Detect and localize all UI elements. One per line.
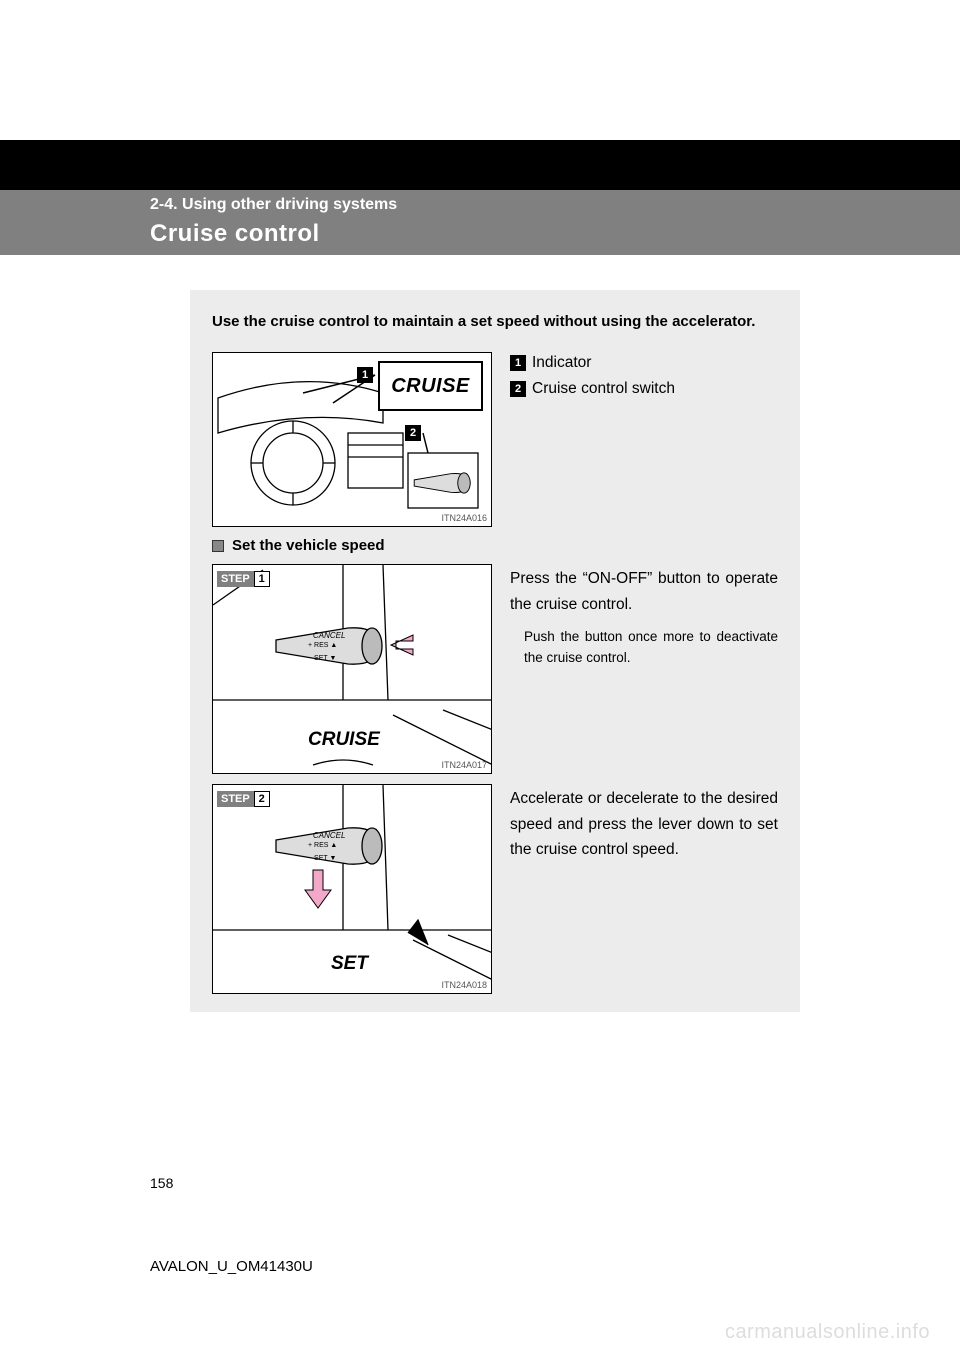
step1-sub-text: Push the button once more to deactivate …	[510, 627, 778, 669]
callout-num-2: 2	[510, 381, 526, 397]
document-id: AVALON_U_OM41430U	[150, 1258, 313, 1275]
callout-label-2: Cruise control switch	[532, 380, 675, 398]
step1-badge: STEP 1	[217, 571, 270, 587]
row-step2: STEP 2 CANCEL + RES ▲ −	[212, 784, 778, 994]
callout-switch: 2 Cruise control switch	[510, 380, 778, 398]
page-number: 158	[150, 1175, 173, 1191]
diagram-step1: STEP 1 CANCEL + RES ▲	[212, 564, 492, 774]
svg-text:− SET ▼: − SET ▼	[308, 855, 336, 862]
step1-badge-num: 1	[254, 571, 270, 587]
square-bullet-icon	[212, 540, 224, 552]
page-title: Cruise control	[150, 220, 960, 248]
step1-text-col: Press the “ON-OFF” button to operate the…	[510, 564, 778, 774]
cruise-indicator-callout: CRUISE	[378, 361, 483, 411]
callout-num-1: 1	[510, 355, 526, 371]
step2-text-col: Accelerate or decelerate to the desired …	[510, 784, 778, 994]
intro-text: Use the cruise control to maintain a set…	[212, 310, 778, 334]
section-label: 2-4. Using other driving systems	[150, 196, 960, 214]
step2-main-text: Accelerate or decelerate to the desired …	[510, 786, 778, 863]
svg-text:+ RES ▲: + RES ▲	[308, 842, 337, 849]
row-step1: STEP 1 CANCEL + RES ▲	[212, 564, 778, 774]
step1-diagram-id: ITN24A017	[441, 760, 487, 770]
step2-badge-text: STEP	[217, 791, 254, 807]
content-box: Use the cruise control to maintain a set…	[190, 290, 800, 1012]
step2-badge: STEP 2	[217, 791, 270, 807]
header-banner-gray: 2-4. Using other driving systems Cruise …	[0, 190, 960, 255]
lever-mini-icon	[408, 463, 478, 503]
callout-list: 1 Indicator 2 Cruise control switch	[510, 352, 778, 527]
subheading-set-speed: Set the vehicle speed	[212, 537, 778, 554]
step1-badge-text: STEP	[217, 571, 254, 587]
svg-text:CANCEL: CANCEL	[313, 631, 345, 640]
step1-cruise-label: CRUISE	[308, 729, 380, 751]
svg-text:CANCEL: CANCEL	[313, 831, 345, 840]
manual-page: 2-4. Using other driving systems Cruise …	[0, 0, 960, 1358]
step1-main-text: Press the “ON-OFF” button to operate the…	[510, 566, 778, 617]
diagram-overview: CRUISE 1 2 ITN24A016	[212, 352, 492, 527]
svg-text:+ RES ▲: + RES ▲	[308, 642, 337, 649]
diagram-step2: STEP 2 CANCEL + RES ▲ −	[212, 784, 492, 994]
step2-set-label: SET	[331, 953, 368, 975]
marker-2: 2	[405, 425, 421, 441]
step2-diagram-id: ITN24A018	[441, 980, 487, 990]
step2-badge-num: 2	[254, 791, 270, 807]
row-overview: CRUISE 1 2 ITN24A016 1 Indic	[212, 352, 778, 527]
watermark: carmanualsonline.info	[725, 1321, 930, 1344]
callout-label-1: Indicator	[532, 354, 591, 372]
subheading-text: Set the vehicle speed	[232, 537, 385, 554]
callout-indicator: 1 Indicator	[510, 354, 778, 372]
diagram-id: ITN24A016	[441, 513, 487, 523]
svg-text:− SET ▼: − SET ▼	[308, 655, 336, 662]
marker-1: 1	[357, 367, 373, 383]
